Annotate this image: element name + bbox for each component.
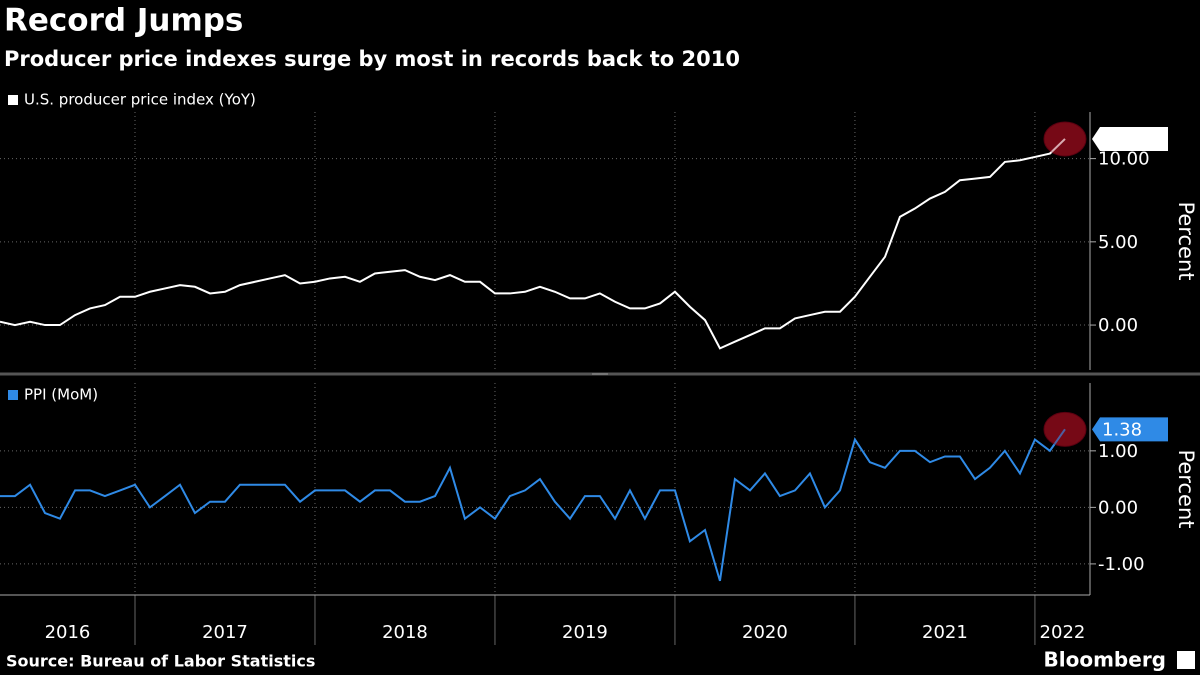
y-tick-label: 1.00 xyxy=(1098,441,1138,462)
source: Source: Bureau of Labor Statistics xyxy=(6,652,315,671)
x-tick-label: 2022 xyxy=(1040,622,1086,643)
y-axis-label: Percent xyxy=(1174,201,1198,280)
legend-label: PPI (MoM) xyxy=(24,386,98,404)
title: Record Jumps xyxy=(4,3,243,39)
highlight-line xyxy=(1049,138,1066,155)
x-tick-label: 2021 xyxy=(922,622,968,643)
highlight-line xyxy=(1049,428,1066,452)
series-line xyxy=(0,138,1066,350)
y-axis-label: Percent xyxy=(1174,449,1198,528)
y-tick-label: 0.00 xyxy=(1098,315,1138,336)
subtitle: Producer price indexes surge by most in … xyxy=(4,47,740,71)
legend-swatch xyxy=(8,95,18,105)
y-tick-label: -1.00 xyxy=(1098,554,1145,575)
y-tick-label: 0.00 xyxy=(1098,497,1138,518)
x-tick-label: 2016 xyxy=(45,622,91,643)
x-tick-label: 2019 xyxy=(562,622,608,643)
logo: Bloomberg xyxy=(1044,648,1166,672)
series-line xyxy=(0,428,1066,582)
x-tick-label: 2018 xyxy=(382,622,428,643)
logo-icon xyxy=(1177,651,1195,669)
legend-label: U.S. producer price index (YoY) xyxy=(24,91,256,109)
value-callout-box xyxy=(1092,417,1168,442)
legend-swatch xyxy=(8,390,18,400)
value-callout: 11.18 xyxy=(1102,129,1154,150)
y-tick-label: 5.00 xyxy=(1098,232,1138,253)
x-tick-label: 2017 xyxy=(202,622,248,643)
value-callout: 1.38 xyxy=(1102,419,1142,440)
x-tick-label: 2020 xyxy=(742,622,788,643)
value-callout-box xyxy=(1092,126,1168,151)
y-tick-label: 10.00 xyxy=(1098,149,1150,170)
